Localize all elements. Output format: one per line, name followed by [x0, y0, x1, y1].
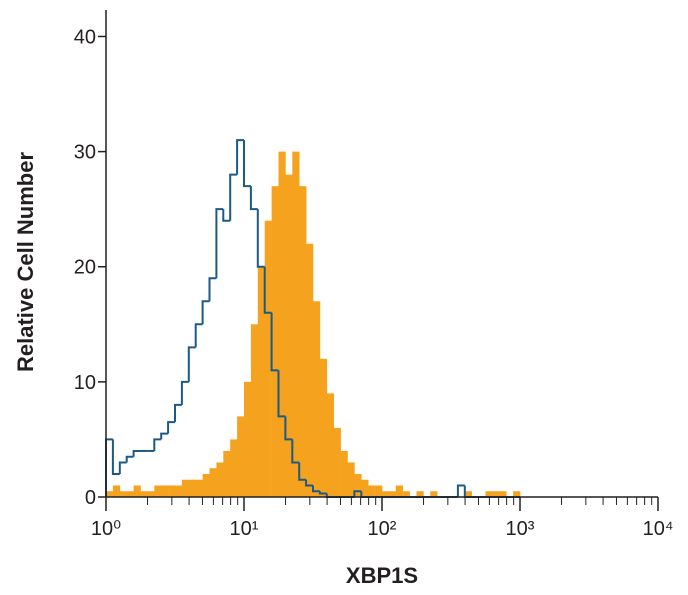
histogram-step — [263, 266, 272, 314]
x-tick-label: 10⁰ — [91, 518, 121, 540]
histogram-bar — [168, 485, 176, 497]
histogram-bar — [292, 151, 300, 497]
histogram-bar — [299, 186, 307, 498]
histogram-step — [291, 439, 300, 464]
histogram-bar — [271, 186, 279, 498]
histogram-bar — [257, 266, 266, 497]
histogram-step — [194, 323, 203, 348]
histogram-bar — [395, 485, 404, 497]
histogram-step — [298, 462, 307, 481]
histogram-step — [456, 484, 465, 497]
y-tick-label: 30 — [74, 142, 96, 164]
x-tick-label: 10¹ — [230, 518, 259, 540]
histogram-bar — [216, 462, 224, 497]
histogram-step — [249, 186, 258, 211]
histogram-bar — [250, 324, 259, 497]
histogram-step — [160, 432, 169, 440]
histogram-bar — [244, 381, 252, 497]
histogram-bar — [106, 491, 114, 497]
histogram-step — [284, 416, 293, 441]
histogram-bar — [126, 491, 134, 497]
histogram-bar — [402, 491, 410, 497]
histogram-step — [222, 209, 231, 222]
x-axis-title: XBP1S — [346, 563, 418, 588]
y-tick-label: 10 — [74, 372, 96, 394]
histogram-bar — [161, 485, 169, 497]
histogram-bar — [492, 491, 500, 497]
histogram-step — [215, 208, 224, 279]
histogram-bar — [119, 491, 128, 497]
histogram-bar — [209, 468, 217, 497]
y-axis-title: Relative Cell Number — [13, 152, 38, 373]
histogram-step — [353, 490, 362, 497]
y-tick-label: 0 — [85, 487, 96, 509]
histogram-bar — [312, 301, 321, 497]
histogram-bar — [195, 479, 203, 497]
histogram-bar — [174, 485, 183, 497]
histogram-step — [270, 312, 279, 372]
histogram-step — [277, 370, 286, 418]
histogram-bar — [340, 450, 348, 497]
histogram-bar — [382, 491, 390, 497]
histogram-bar — [112, 485, 121, 497]
histogram-step — [243, 140, 251, 188]
histogram-bar — [188, 479, 197, 497]
histogram-bar — [416, 491, 424, 497]
histogram-step — [153, 438, 162, 451]
histogram-bar — [223, 450, 231, 497]
histogram-bar — [181, 479, 190, 497]
histogram-step — [111, 439, 120, 475]
histogram-bar — [375, 485, 383, 497]
histogram-bar — [237, 416, 245, 497]
histogram-bar — [319, 358, 328, 497]
histogram-bar — [154, 485, 162, 497]
y-tick-label: 20 — [74, 257, 96, 279]
histogram-bar — [513, 491, 521, 497]
histogram-step — [236, 139, 244, 175]
histogram-bar — [326, 393, 335, 497]
histogram-step — [180, 380, 189, 405]
histogram-bar — [306, 243, 314, 497]
histogram-bar — [347, 462, 355, 497]
y-tick-label: 40 — [74, 26, 96, 48]
histogram-step — [305, 479, 313, 487]
histogram-step — [125, 455, 134, 463]
histogram-step — [256, 209, 265, 268]
histogram-step — [167, 421, 175, 434]
histogram-bar — [485, 491, 493, 497]
histogram-bar — [368, 485, 376, 497]
histogram-bar — [354, 473, 362, 497]
histogram-bar — [202, 473, 210, 497]
x-tick-label: 10⁴ — [643, 518, 674, 540]
histogram-bar — [278, 151, 286, 497]
histogram-bar — [361, 479, 369, 497]
histogram-step — [132, 449, 141, 457]
x-tick-label: 10² — [368, 518, 397, 540]
histogram-bar — [264, 220, 272, 498]
histogram-step — [201, 300, 210, 325]
histogram-bar — [140, 491, 148, 497]
histogram-bar — [464, 491, 473, 497]
histogram-bar — [147, 491, 155, 497]
x-tick-label: 10³ — [506, 518, 535, 540]
histogram-bar — [333, 427, 341, 497]
histogram-bar — [388, 491, 397, 497]
histogram-step — [229, 173, 238, 221]
histogram-bar — [285, 174, 293, 498]
histogram-step — [208, 277, 217, 302]
histogram-step — [118, 461, 127, 474]
histogram-step — [311, 485, 320, 493]
histogram-step — [105, 438, 113, 497]
histogram-bar — [499, 491, 507, 497]
histogram-bar — [133, 485, 141, 497]
histogram-step — [173, 403, 182, 423]
histogram-bar — [430, 491, 438, 497]
histogram-step — [318, 491, 327, 495]
histogram-bar — [230, 439, 238, 497]
histogram-step — [187, 346, 196, 382]
